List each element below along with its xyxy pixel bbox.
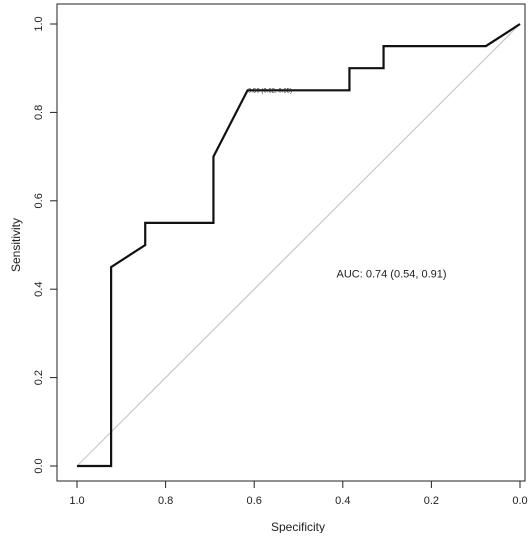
x-tick-label: 1.0 [69,495,84,507]
plot-frame [56,3,526,482]
x-axis: 1.0 0.8 0.6 0.4 0.2 0.0 Specificity [69,480,528,534]
roc-series-layer [77,23,521,468]
x-tick-label: 0.8 [158,495,173,507]
y-axis: 0.0 0.2 0.4 0.6 0.8 1.0 Sensitivity [9,16,58,474]
x-axis-label: Specificity [271,520,325,533]
x-ticks-layer: 1.0 0.8 0.6 0.4 0.2 0.0 [69,481,528,507]
reference-diagonal-line [76,23,521,467]
x-tick-label: 0.4 [335,495,350,507]
y-tick-label: 0.6 [33,193,45,208]
y-tick-label: 0.2 [33,370,45,385]
y-axis-label: Sensitivity [9,218,23,272]
x-tick-label: 0.6 [247,495,262,507]
reference-line-layer [76,23,521,467]
x-tick-label: 0.2 [424,495,439,507]
annotations-layer: AUC: 0.74 (0.54, 0.91) 0.50 (0.62, 0.85) [248,88,447,280]
y-tick-label: 1.0 [33,16,45,31]
auc-annotation: AUC: 0.74 (0.54, 0.91) [336,269,446,281]
y-tick-label: 0.8 [33,105,45,120]
y-ticks-layer: 0.0 0.2 0.4 0.6 0.8 1.0 [33,16,57,474]
roc-curve-line [77,23,521,468]
threshold-annotation: 0.50 (0.62, 0.85) [248,88,292,94]
y-tick-label: 0.4 [33,282,45,297]
x-tick-label: 0.0 [512,495,527,507]
y-tick-label: 0.0 [33,458,45,473]
